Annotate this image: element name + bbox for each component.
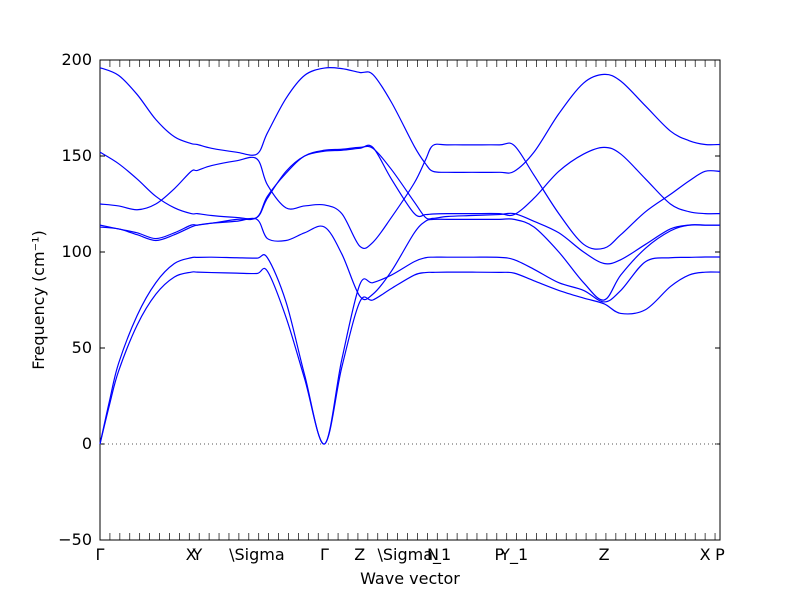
band-1-line <box>99 267 721 445</box>
x-tick-label: P <box>715 545 725 564</box>
y-tick-label: 200 <box>61 50 92 69</box>
band-7-line <box>99 66 721 174</box>
x-tick-label: \Sigma_1 <box>377 545 451 565</box>
x-tick-label: N <box>427 545 439 564</box>
x-tick-label: Y_1 <box>499 545 528 565</box>
x-tick-label: Γ <box>320 545 329 564</box>
x-tick-label: X <box>186 545 197 564</box>
band-5-line <box>99 144 721 220</box>
plot-frame <box>99 59 721 541</box>
x-tick-label: Z <box>599 545 610 564</box>
band-6-line <box>99 142 721 250</box>
y-tick-label: −50 <box>58 530 92 549</box>
y-tick-label: 100 <box>61 242 92 261</box>
y-tick-label: 0 <box>82 434 92 453</box>
x-tick-label: Z <box>354 545 365 564</box>
y-tick-label: 50 <box>72 338 92 357</box>
axis-ticks <box>99 59 720 541</box>
y-tick-label: 150 <box>61 146 92 165</box>
x-tick-label: \Sigma <box>229 545 285 564</box>
y-axis-title: Frequency (cm⁻¹) <box>29 230 48 369</box>
band-2-line <box>99 254 721 445</box>
band-3-line <box>99 217 720 301</box>
band-series-group <box>99 66 721 445</box>
x-tick-label: Y <box>191 545 202 564</box>
band-4-line <box>99 145 720 265</box>
x-tick-label: P <box>494 545 504 564</box>
x-tick-label: Γ <box>96 545 105 564</box>
x-axis-title: Wave vector <box>360 569 460 588</box>
x-tick-label: X <box>700 545 711 564</box>
